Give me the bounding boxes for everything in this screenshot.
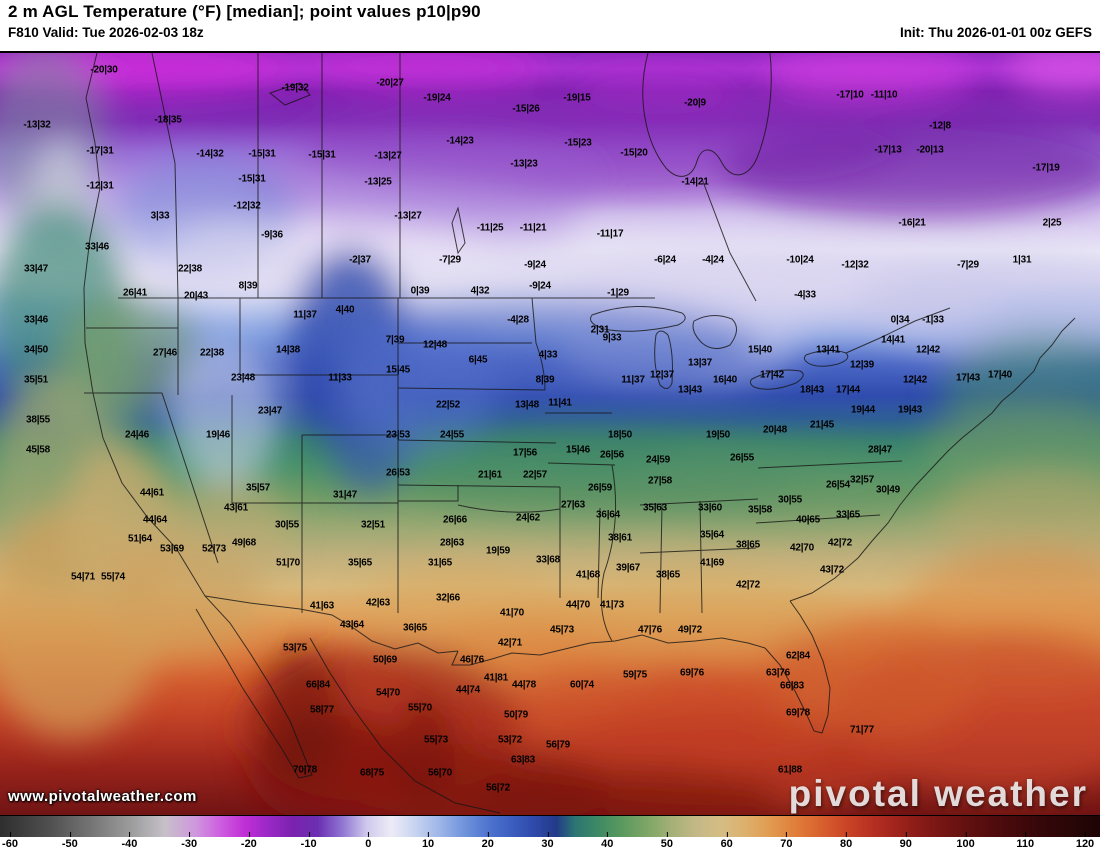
colorbar-tick-label: 30 <box>541 832 554 850</box>
header: 2 m AGL Temperature (°F) [median]; point… <box>0 0 1100 53</box>
pivotal-weather-logo: pivotal weather <box>788 773 1088 814</box>
colorbar: -60 -50 -40 -30 -20 -10 0 10 20 30 40 50 60 70 80 90 100… <box>0 815 1100 850</box>
colorbar-tick-label: 90 <box>899 832 912 850</box>
colorbar-tick-label: 50 <box>660 832 674 850</box>
colorbar-tick-label: 110 <box>1016 832 1035 850</box>
map-area[interactable]: -20|30 -19|32 -20|27 -19|24 -15|26 -19|15 -20|… <box>0 53 1100 815</box>
colorbar-tick-label: -50 <box>61 832 78 850</box>
colorbar-tick-label: 20 <box>481 832 494 850</box>
colorbar-gradient <box>0 816 1100 837</box>
colorbar-ticks: -60 -50 -40 -30 -20 -10 0 10 20 30 40 50 60 70 80 90 100… <box>2 832 1094 851</box>
colorbar-tick-label: 70 <box>780 832 793 850</box>
watermark-url: www.pivotalweather.com <box>8 788 197 805</box>
colorbar-tick-label: -40 <box>121 832 138 850</box>
colorbar-tick-label: 10 <box>421 832 435 850</box>
colorbar-tick-label: -10 <box>300 832 317 850</box>
colorbar-tick-label: 40 <box>601 832 614 850</box>
map-title: 2 m AGL Temperature (°F) [median]; point… <box>8 2 481 21</box>
colorbar-tick-label: -60 <box>2 832 18 850</box>
init-time-label: Init: Thu 2026-01-01 00z GEFS <box>899 25 1092 40</box>
colorbar-tick-label: -30 <box>181 832 198 850</box>
colorbar-tick-label: 120 <box>1075 832 1095 850</box>
colorbar-tick-label: 100 <box>956 832 975 850</box>
colorbar-tick-label: 80 <box>840 832 853 850</box>
valid-time-label: F810 Valid: Tue 2026-02-03 18z <box>8 25 204 40</box>
colorbar-tick-label: 60 <box>720 832 733 850</box>
colorbar-tick-label: 0 <box>365 832 372 850</box>
geography-borders <box>83 53 1076 814</box>
colorbar-tick-label: -20 <box>240 832 257 850</box>
temperature-field-graphic <box>0 53 1100 815</box>
